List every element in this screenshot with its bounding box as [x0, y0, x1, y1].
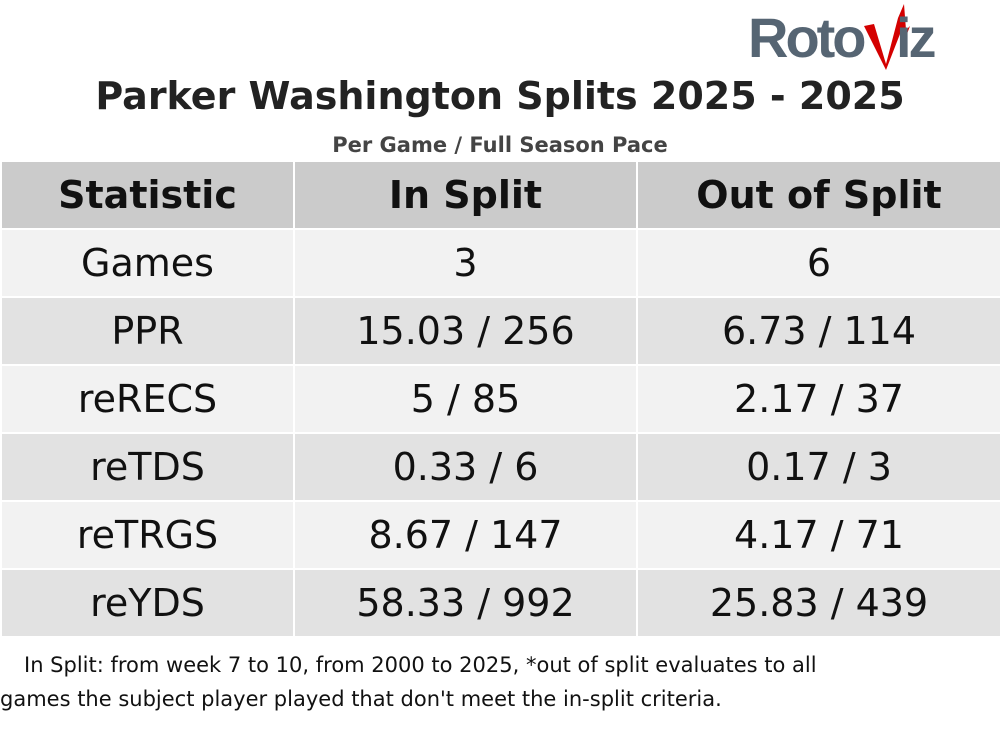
column-header: In Split — [293, 160, 638, 230]
column-header: Statistic — [0, 160, 295, 230]
out-of-split-cell: 0.17 / 3 — [636, 432, 1000, 502]
rotoviz-logo: Roto iz — [746, 4, 956, 70]
statistic-cell: reYDS — [0, 568, 295, 638]
footnote-line-2: games the subject player played that don… — [0, 687, 722, 711]
out-of-split-cell: 6.73 / 114 — [636, 296, 1000, 366]
in-split-cell: 58.33 / 992 — [293, 568, 638, 638]
table-row: reYDS 58.33 / 992 25.83 / 439 — [0, 568, 1000, 638]
page-title: Parker Washington Splits 2025 - 2025 — [95, 74, 905, 118]
table-row: reRECS 5 / 85 2.17 / 37 — [0, 364, 1000, 434]
column-header: Out of Split — [636, 160, 1000, 230]
out-of-split-cell: 25.83 / 439 — [636, 568, 1000, 638]
table-row: Games 3 6 — [0, 228, 1000, 298]
table-row: reTDS 0.33 / 6 0.17 / 3 — [0, 432, 1000, 502]
in-split-cell: 3 — [293, 228, 638, 298]
logo-v-mark-icon — [864, 4, 910, 70]
in-split-cell: 5 / 85 — [293, 364, 638, 434]
out-of-split-cell: 4.17 / 71 — [636, 500, 1000, 570]
table-row: PPR 15.03 / 256 6.73 / 114 — [0, 296, 1000, 366]
table-row: reTRGS 8.67 / 147 4.17 / 71 — [0, 500, 1000, 570]
statistic-cell: reRECS — [0, 364, 295, 434]
in-split-cell: 15.03 / 256 — [293, 296, 638, 366]
in-split-cell: 0.33 / 6 — [293, 432, 638, 502]
statistic-cell: PPR — [0, 296, 295, 366]
table-header-row: Statistic In Split Out of Split — [0, 160, 1000, 230]
statistic-cell: reTDS — [0, 432, 295, 502]
out-of-split-cell: 2.17 / 37 — [636, 364, 1000, 434]
logo-text-right: iz — [896, 6, 937, 69]
page-subtitle: Per Game / Full Season Pace — [332, 133, 668, 157]
statistic-cell: reTRGS — [0, 500, 295, 570]
splits-table: Statistic In Split Out of Split Games 3 6 P… — [0, 160, 1000, 638]
statistic-cell: Games — [0, 228, 295, 298]
in-split-cell: 8.67 / 147 — [293, 500, 638, 570]
footnote: In Split: from week 7 to 10, from 2000 t… — [0, 648, 1000, 716]
out-of-split-cell: 6 — [636, 228, 1000, 298]
logo-text-left: Roto — [748, 6, 867, 69]
footnote-line-1: In Split: from week 7 to 10, from 2000 t… — [24, 653, 817, 677]
